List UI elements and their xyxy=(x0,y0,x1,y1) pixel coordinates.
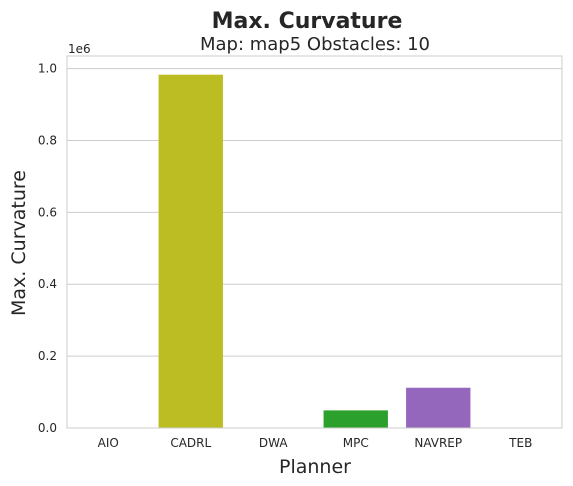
x-tick-label: CADRL xyxy=(170,436,211,450)
x-axis-label: Planner xyxy=(279,456,351,478)
y-tick-label: 0.8 xyxy=(38,133,57,147)
y-grid xyxy=(67,68,562,429)
y-tick-label: 0.6 xyxy=(38,205,57,219)
chart-suptitle: Max. Curvature xyxy=(212,9,403,34)
x-ticks: AIO CADRL DWA MPC NAVREP TEB xyxy=(98,436,533,450)
plot-frame xyxy=(66,55,563,429)
bars xyxy=(158,74,471,429)
y-tick-label: 1.0 xyxy=(38,62,57,76)
y-ticks: 0.0 0.2 0.4 0.6 0.8 1.0 xyxy=(38,62,57,435)
x-tick-label: NAVREP xyxy=(414,436,462,450)
y-tick-label: 0.0 xyxy=(38,421,57,435)
x-tick-label: TEB xyxy=(508,436,532,450)
y-tick-label: 0.2 xyxy=(38,349,57,363)
bar-cadrl xyxy=(158,74,223,429)
chart-title: Map: map5 Obstacles: 10 xyxy=(200,34,430,55)
bar-navrep xyxy=(406,387,471,428)
x-tick-label: AIO xyxy=(98,436,119,450)
y-offset-label: 1e6 xyxy=(68,42,91,56)
y-tick-label: 0.4 xyxy=(38,277,57,291)
x-tick-label: MPC xyxy=(343,436,369,450)
x-tick-label: DWA xyxy=(259,436,288,450)
bar-mpc xyxy=(323,410,388,428)
y-axis-label: Max. Curvature xyxy=(8,170,30,316)
